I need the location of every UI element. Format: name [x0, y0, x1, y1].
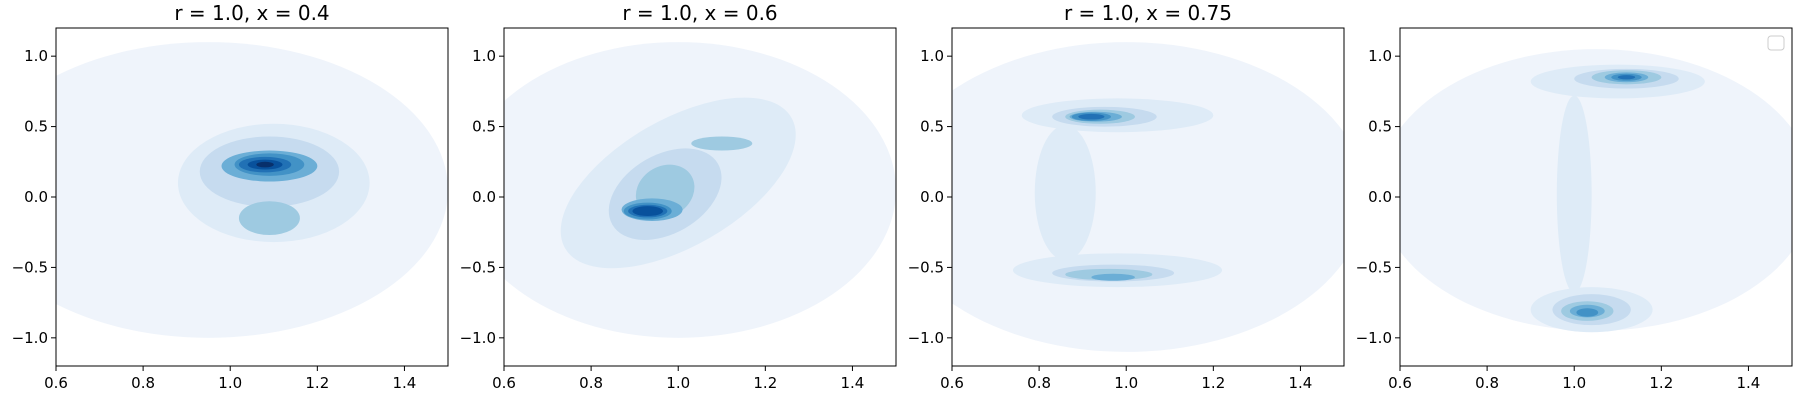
- y-tick-label: 0.5: [24, 118, 48, 136]
- contour-level-1: [1034, 125, 1096, 261]
- y-tick-label: 1.0: [24, 47, 48, 65]
- y-tick-label: −0.5: [460, 258, 496, 276]
- panel-3: 0.6 0.8 1.0 1.2 1.4 −1.0 −0.5 0.0 0.5 1.0 r = 1.0,…: [908, 1, 1345, 392]
- panel-1: 0.6 0.8 1.0 1.2 1.4 −1.0 −0.5 0.0 0.5 1.0 r = 1.0,…: [12, 1, 449, 392]
- x-tick-label: 1.2: [753, 374, 777, 392]
- y-tick-label: 0.0: [1368, 188, 1392, 206]
- contour-level-6: [1617, 75, 1636, 80]
- contour-level-8: [256, 161, 274, 168]
- x-tick-label: 1.2: [305, 374, 329, 392]
- density-contours: [504, 28, 896, 366]
- contour-level-4: [1091, 273, 1135, 281]
- y-tick-label: 0.5: [1368, 118, 1392, 136]
- x-tick-label: 0.8: [1475, 374, 1499, 392]
- contour-level-5: [1576, 308, 1599, 317]
- panel-title: r = 1.0, x = 0.6: [622, 1, 777, 25]
- density-contours: [1400, 28, 1792, 366]
- contour-level-3: [691, 136, 753, 151]
- contour-level-0: [1400, 49, 1792, 331]
- density-contours: [952, 28, 1344, 366]
- y-tick-label: 0.0: [472, 188, 496, 206]
- x-tick-label: 0.8: [579, 374, 603, 392]
- y-tick-label: −1.0: [1356, 329, 1392, 347]
- x-tick-label: 1.0: [666, 374, 690, 392]
- y-tick-label: 1.0: [472, 47, 496, 65]
- x-tick-label: 0.8: [1027, 374, 1051, 392]
- contour-level-7: [632, 206, 663, 217]
- contour-level-1: [1556, 95, 1592, 293]
- x-tick-label: 1.0: [1562, 374, 1586, 392]
- y-tick-label: 0.5: [920, 118, 944, 136]
- y-tick-label: 0.0: [920, 188, 944, 206]
- x-tick-label: 1.4: [393, 374, 417, 392]
- x-tick-label: 1.0: [1114, 374, 1138, 392]
- panel-4: 0.6 0.8 1.0 1.2 1.4 −1.0 −0.5 0.0 0.5 1.0: [1356, 27, 1793, 392]
- x-tick-label: 1.2: [1649, 374, 1673, 392]
- y-tick-label: −1.0: [460, 329, 496, 347]
- x-tick-label: 1.4: [841, 374, 865, 392]
- y-tick-label: −0.5: [12, 258, 48, 276]
- y-tick-label: 1.0: [1368, 47, 1392, 65]
- y-tick-label: −1.0: [12, 329, 48, 347]
- x-tick-label: 1.2: [1201, 374, 1225, 392]
- contour-level-0: [952, 42, 1344, 352]
- y-tick-label: −0.5: [908, 258, 944, 276]
- x-tick-label: 0.6: [44, 374, 68, 392]
- y-tick-label: −0.5: [1356, 258, 1392, 276]
- x-tick-label: 0.6: [1388, 374, 1412, 392]
- x-tick-label: 0.6: [940, 374, 964, 392]
- y-tick-label: 1.0: [920, 47, 944, 65]
- contour-level-3: [238, 201, 300, 236]
- panel-2: 0.6 0.8 1.0 1.2 1.4 −1.0 −0.5 0.0 0.5 1.0 r = 1.0,…: [460, 1, 897, 392]
- contour-level-6: [1078, 113, 1105, 120]
- y-tick-label: 0.5: [472, 118, 496, 136]
- panel-title: r = 1.0, x = 0.75: [1064, 1, 1232, 25]
- x-tick-label: 1.4: [1289, 374, 1313, 392]
- x-tick-label: 1.0: [218, 374, 242, 392]
- x-tick-label: 0.6: [492, 374, 516, 392]
- y-tick-label: 0.0: [24, 188, 48, 206]
- panel-title: r = 1.0, x = 0.4: [174, 1, 329, 25]
- y-tick-label: −1.0: [908, 329, 944, 347]
- legend-box: [1767, 35, 1785, 51]
- x-tick-label: 0.8: [131, 374, 155, 392]
- density-contours: [56, 28, 448, 366]
- x-tick-label: 1.4: [1737, 374, 1761, 392]
